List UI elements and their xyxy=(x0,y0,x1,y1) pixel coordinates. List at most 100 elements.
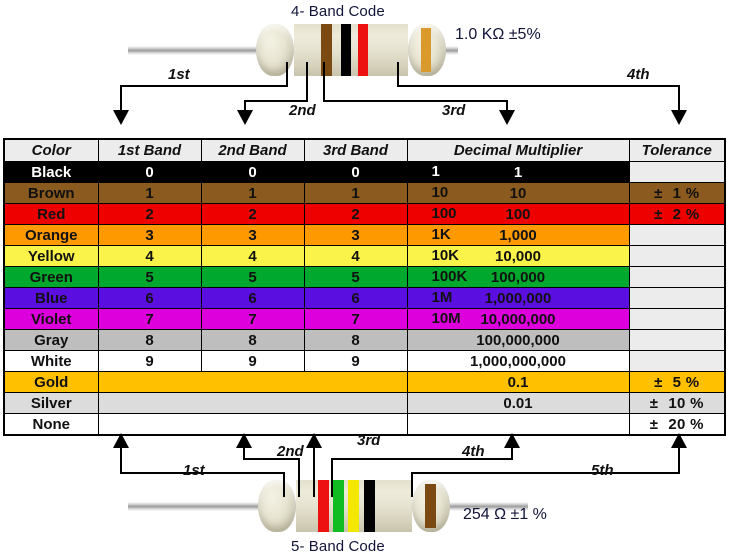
callout-arrow-2nd xyxy=(236,433,252,448)
table-row: Brown 1 1 1 10 10 ±1 % xyxy=(3,182,726,204)
cell-band-1: 6 xyxy=(97,287,202,309)
plus-minus-symbol: ± xyxy=(654,373,663,391)
cell-band-empty xyxy=(97,392,408,414)
cell-band-2: 5 xyxy=(200,266,305,288)
cell-decimal-multiplier: 1M 1,000,000 xyxy=(406,287,630,309)
cell-color-name: Yellow xyxy=(3,245,99,267)
cell-decimal-multiplier: 100,000,000 xyxy=(406,329,630,351)
cell-band-empty xyxy=(97,371,408,393)
cell-color-name: Red xyxy=(3,203,99,225)
cell-color-name: Orange xyxy=(3,224,99,246)
cell-color-name: White xyxy=(3,350,99,372)
cell-color-name: Gold xyxy=(3,371,99,393)
cell-tolerance: ±5 % xyxy=(628,371,726,393)
table-row: Green 5 5 5 100K 100,000 xyxy=(3,266,726,288)
callout-label-4th: 4th xyxy=(462,443,485,460)
cell-band-3: 9 xyxy=(303,350,408,372)
cell-band-1: 4 xyxy=(97,245,202,267)
resistor-body xyxy=(256,24,446,76)
table-row: White 9 9 9 1,000,000,000 xyxy=(3,350,726,372)
tolerance-value: 5 % xyxy=(672,373,700,391)
cell-band-3: 4 xyxy=(303,245,408,267)
resistor-end-bulb-right xyxy=(412,480,450,532)
cell-band-3: 0 xyxy=(303,161,408,183)
callout-arrow-1st xyxy=(113,433,129,448)
cell-color-name: Silver xyxy=(3,392,99,414)
five-band-resistor xyxy=(128,480,528,532)
cell-band-2: 2 xyxy=(200,203,305,225)
multiplier-long-form: 10,000 xyxy=(495,247,541,265)
cell-decimal-multiplier: 0.01 xyxy=(406,392,630,414)
cell-band-1: 0 xyxy=(97,161,202,183)
cell-band-2: 0 xyxy=(200,161,305,183)
cell-tolerance xyxy=(628,161,726,183)
cell-color-name: Brown xyxy=(3,182,99,204)
callout-arrow-3rd xyxy=(499,110,515,125)
cell-decimal-multiplier: 1,000,000,000 xyxy=(406,350,630,372)
cell-decimal-multiplier xyxy=(406,413,630,436)
four-band-value: 1.0 KΩ ±5% xyxy=(455,26,541,43)
five-band-title: 5- Band Code xyxy=(291,538,385,555)
cell-tolerance xyxy=(628,329,726,351)
cell-decimal-multiplier: 100 100 xyxy=(406,203,630,225)
cell-color-name: Blue xyxy=(3,287,99,309)
table-row: Gold 0.1 ±5 % xyxy=(3,371,726,393)
cell-color-name: Black xyxy=(3,161,99,183)
callout-label-2nd: 2nd xyxy=(289,102,316,119)
multiplier-short-form: 100K xyxy=(431,268,468,285)
band-2 xyxy=(341,24,351,76)
table-row: Silver 0.01 ±10 % xyxy=(3,392,726,414)
multiplier-long-form: 10 xyxy=(509,184,527,202)
callout-arrow-3rd xyxy=(306,433,322,448)
cell-band-1: 1 xyxy=(97,182,202,204)
cell-band-3: 2 xyxy=(303,203,408,225)
plus-minus-symbol: ± xyxy=(654,205,663,223)
cell-tolerance xyxy=(628,224,726,246)
cell-tolerance xyxy=(628,308,726,330)
cell-tolerance xyxy=(628,350,726,372)
multiplier-long-form: 100 xyxy=(505,205,531,223)
multiplier-long-form: 1,000,000 xyxy=(484,289,552,307)
table-row: Yellow 4 4 4 10K 10,000 xyxy=(3,245,726,267)
cell-tolerance: ±10 % xyxy=(628,392,726,414)
callout-arrow-5th xyxy=(671,433,687,448)
cell-band-3: 1 xyxy=(303,182,408,204)
resistor-end-bulb-right xyxy=(408,24,446,76)
multiplier-short-form: 1 xyxy=(431,163,440,180)
multiplier-long-form: 1,000 xyxy=(499,226,537,244)
resistor-barrel xyxy=(296,480,412,532)
five-band-value: 254 Ω ±1 % xyxy=(463,506,547,523)
cell-tolerance: ±1 % xyxy=(628,182,726,204)
plus-minus-symbol: ± xyxy=(649,415,659,433)
multiplier-long-form: 100,000,000 xyxy=(476,331,560,349)
cell-band-3: 6 xyxy=(303,287,408,309)
table-row: Red 2 2 2 100 100 ±2 % xyxy=(3,203,726,225)
cell-band-2: 3 xyxy=(200,224,305,246)
table-row: None ±20 % xyxy=(3,413,726,436)
column-header-color: Color xyxy=(3,138,99,162)
column-header-3rd-band: 3rd Band xyxy=(303,138,408,162)
multiplier-long-form: 1 xyxy=(513,163,523,181)
column-header-decimal-multiplier: Decimal Multiplier xyxy=(406,138,630,162)
cell-color-name: Gray xyxy=(3,329,99,351)
multiplier-short-form: 100 xyxy=(431,205,457,222)
resistor-color-code-table: Color 1st Band 2nd Band 3rd Band Decimal… xyxy=(3,138,726,436)
cell-color-name: Green xyxy=(3,266,99,288)
tolerance-value: 2 % xyxy=(672,205,700,223)
cell-band-2: 9 xyxy=(200,350,305,372)
cell-tolerance xyxy=(628,266,726,288)
cell-decimal-multiplier: 0.1 xyxy=(406,371,630,393)
cell-tolerance: ±2 % xyxy=(628,203,726,225)
resistor-barrel xyxy=(294,24,408,76)
cell-band-2: 4 xyxy=(200,245,305,267)
multiplier-long-form: 0.01 xyxy=(503,394,533,412)
table-row: Orange 3 3 3 1K 1,000 xyxy=(3,224,726,246)
cell-tolerance: ±20 % xyxy=(628,413,726,436)
cell-band-3: 5 xyxy=(303,266,408,288)
band-5 xyxy=(425,484,436,528)
cell-band-3: 8 xyxy=(303,329,408,351)
callout-arrow-4th xyxy=(504,433,520,448)
cell-band-2: 6 xyxy=(200,287,305,309)
multiplier-short-form: 10M xyxy=(431,310,461,327)
